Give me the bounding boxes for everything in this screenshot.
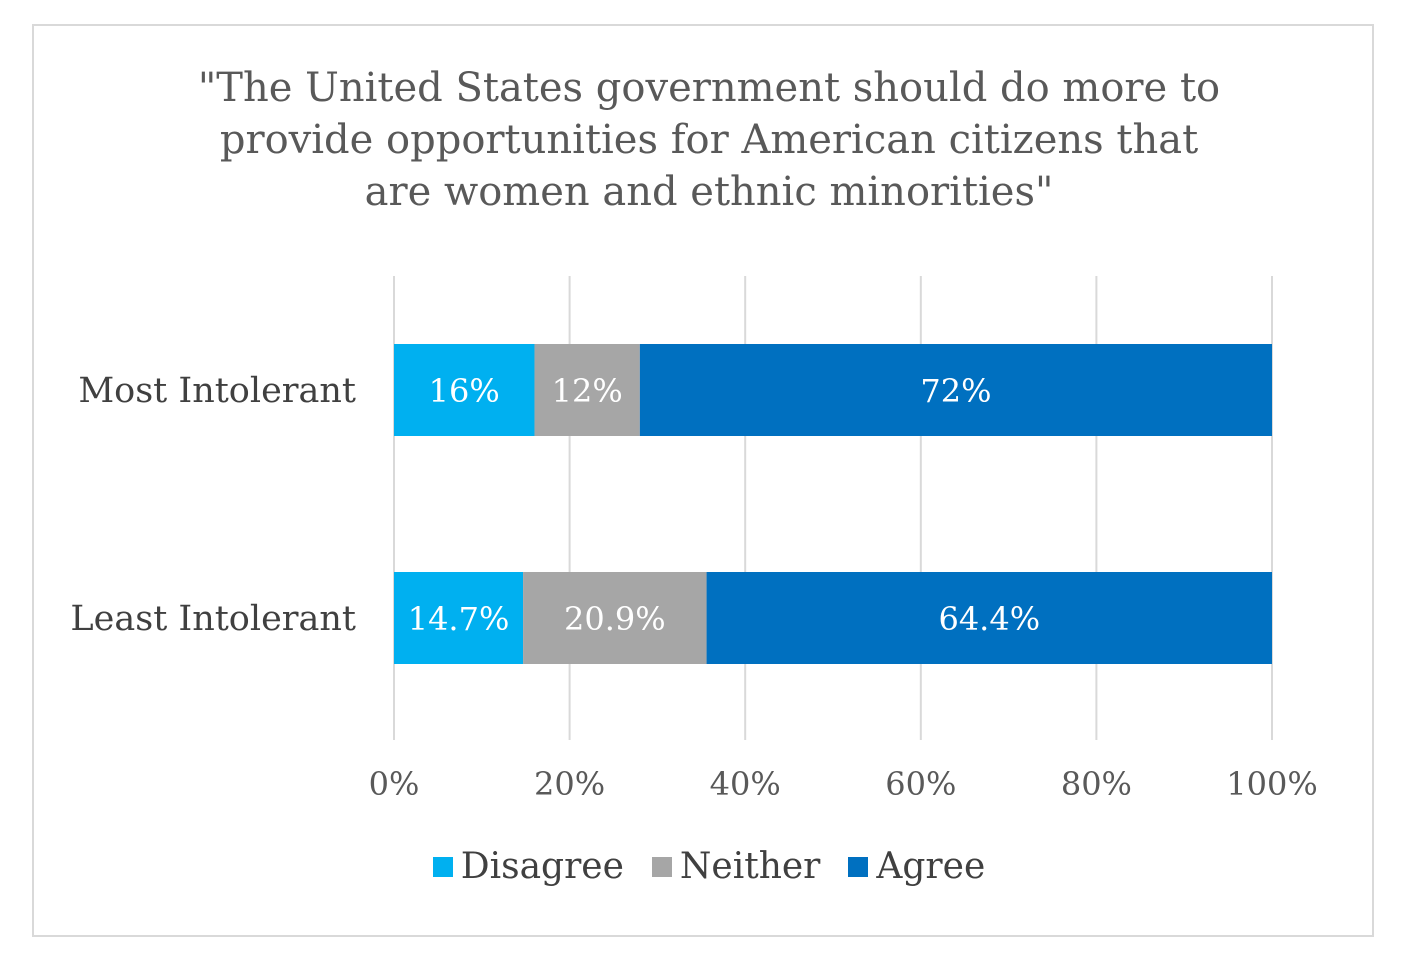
category-label: Most Intolerant <box>78 371 356 411</box>
data-label: 16% <box>429 372 500 410</box>
legend-item: Neither <box>651 846 821 887</box>
legend-label: Agree <box>876 846 986 887</box>
chart-title-line: are women and ethnic minorities" <box>364 169 1054 215</box>
chart-legend: Disagree Neither Agree <box>0 846 1418 887</box>
chart-title-line: "The United States government should do … <box>197 65 1221 111</box>
data-label: 14.7% <box>408 600 510 638</box>
data-label: 72% <box>920 372 991 410</box>
legend-label: Disagree <box>460 846 624 887</box>
legend-swatch <box>432 856 453 877</box>
x-tick-label: 100% <box>1226 765 1317 803</box>
x-tick-label: 40% <box>710 765 781 803</box>
bar-segment-agree <box>639 344 1272 436</box>
legend-swatch <box>651 856 672 877</box>
chart-title: "The United States government should do … <box>0 62 1418 218</box>
bar-segment-disagree <box>394 344 535 436</box>
x-tick-label: 60% <box>885 765 956 803</box>
bar-segment-disagree <box>394 572 524 664</box>
category-label: Least Intolerant <box>70 599 356 639</box>
chart-title-line: provide opportunities for American citiz… <box>219 117 1199 163</box>
legend-item: Agree <box>848 846 985 887</box>
data-label: 64.4% <box>938 600 1040 638</box>
bar-segment-agree <box>706 572 1272 664</box>
bar-segment-neither <box>523 572 707 664</box>
bar-segment-neither <box>534 344 640 436</box>
data-label: 20.9% <box>564 600 666 638</box>
x-tick-label: 0% <box>369 765 420 803</box>
chart-frame <box>32 24 1374 937</box>
x-tick-label: 20% <box>534 765 605 803</box>
data-label: 12% <box>552 372 623 410</box>
legend-label: Neither <box>679 846 821 887</box>
legend-item: Disagree <box>432 846 624 887</box>
legend-swatch <box>848 856 869 877</box>
x-tick-label: 80% <box>1061 765 1132 803</box>
